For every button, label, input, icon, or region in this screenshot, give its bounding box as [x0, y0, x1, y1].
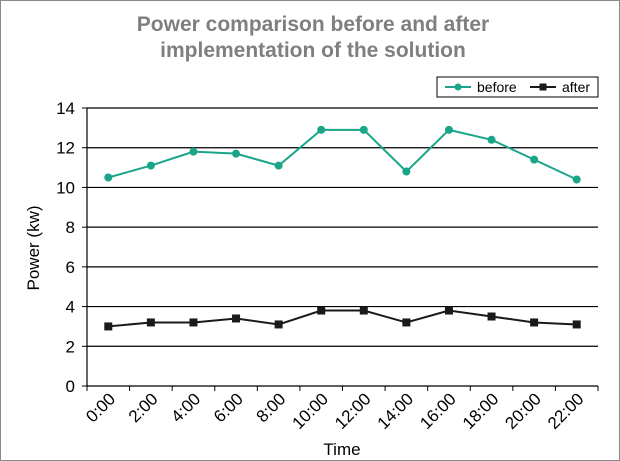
x-tick-label: 8:00: [253, 389, 290, 426]
x-tick-label: 14:00: [374, 389, 418, 433]
data-point-after: [104, 322, 113, 331]
y-tick-label: 10: [56, 178, 75, 197]
x-tick-label: 4:00: [167, 389, 204, 426]
gridlines: [87, 107, 598, 347]
chart-title-line-1: Power comparison before and after: [137, 13, 489, 36]
data-point-before: [530, 155, 539, 164]
y-tick-label: 6: [66, 258, 75, 277]
series-before: [104, 125, 581, 184]
x-axis-ticks: 0:00 2:00 4:00 6:00 8:00 10:00 12:00 14:00 16:00…: [82, 386, 599, 433]
data-point-before: [104, 173, 113, 182]
series: [104, 125, 581, 331]
x-tick-label: 16:00: [416, 389, 460, 433]
y-tick-label: 8: [66, 218, 75, 237]
data-point-before: [487, 135, 496, 144]
data-point-before: [572, 175, 581, 184]
y-tick-label: 2: [66, 337, 75, 356]
legend-marker: [454, 83, 462, 91]
data-point-before: [274, 161, 283, 170]
data-point-after: [359, 306, 368, 315]
data-point-after: [530, 318, 539, 327]
legend-item-before: before: [445, 79, 517, 95]
y-tick-label: 4: [66, 298, 75, 317]
series-after: [104, 306, 581, 331]
legend-label: before: [477, 79, 517, 95]
legend-marker: [539, 83, 547, 91]
x-tick-label: 12:00: [331, 389, 375, 433]
chart-title-line-2: implementation of the solution: [160, 39, 466, 62]
data-point-after: [232, 314, 241, 323]
data-point-after: [402, 318, 411, 327]
legend-box: [436, 76, 599, 98]
data-point-after: [572, 320, 581, 329]
x-tick-label: 20:00: [501, 389, 545, 433]
series-line-before: [108, 128, 578, 181]
y-tick-label: 14: [56, 99, 75, 118]
data-point-before: [146, 161, 155, 170]
x-tick-label: 2:00: [125, 389, 162, 426]
legend: before after: [436, 76, 599, 98]
data-point-after: [317, 306, 326, 315]
data-point-after: [146, 318, 155, 327]
x-tick-label: 6:00: [210, 389, 247, 426]
x-tick-label: 10:00: [289, 389, 333, 433]
x-tick-label: 18:00: [459, 389, 503, 433]
chart-title: Power comparison before and after implem…: [137, 13, 489, 62]
data-point-after: [189, 318, 198, 327]
y-tick-label: 0: [66, 377, 75, 396]
x-tick-label: 0:00: [82, 389, 119, 426]
data-point-before: [402, 167, 411, 176]
data-point-before: [444, 125, 453, 134]
x-axis-label: Time: [323, 440, 360, 459]
data-point-after: [444, 306, 453, 315]
data-point-before: [189, 147, 198, 156]
y-tick-label: 12: [56, 139, 75, 158]
data-point-after: [274, 320, 283, 329]
legend-item-after: after: [530, 79, 590, 95]
axes: [86, 108, 598, 387]
y-axis-ticks: 0 2 4 6 8 10 12 14: [56, 99, 87, 396]
data-point-before: [317, 125, 326, 134]
y-axis-label: Power (kw): [24, 205, 43, 290]
legend-label: after: [562, 79, 590, 95]
series-line-after: [108, 309, 577, 328]
x-tick-label: 22:00: [544, 389, 588, 433]
data-point-before: [232, 149, 241, 158]
data-point-after: [487, 312, 496, 321]
data-point-before: [359, 125, 368, 134]
